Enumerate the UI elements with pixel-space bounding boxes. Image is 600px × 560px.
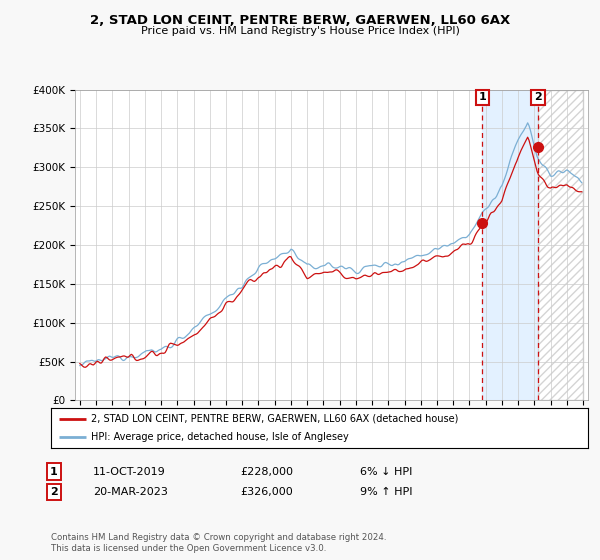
Bar — [482, 90, 538, 400]
Text: £326,000: £326,000 — [240, 487, 293, 497]
Text: 6% ↓ HPI: 6% ↓ HPI — [360, 466, 412, 477]
Bar — [538, 90, 583, 400]
Text: 9% ↑ HPI: 9% ↑ HPI — [360, 487, 413, 497]
Text: 20-MAR-2023: 20-MAR-2023 — [93, 487, 168, 497]
Text: 1: 1 — [50, 466, 58, 477]
Text: 11-OCT-2019: 11-OCT-2019 — [93, 466, 166, 477]
Text: £228,000: £228,000 — [240, 466, 293, 477]
Text: Price paid vs. HM Land Registry's House Price Index (HPI): Price paid vs. HM Land Registry's House … — [140, 26, 460, 36]
Text: 2, STAD LON CEINT, PENTRE BERW, GAERWEN, LL60 6AX: 2, STAD LON CEINT, PENTRE BERW, GAERWEN,… — [90, 14, 510, 27]
Text: 2, STAD LON CEINT, PENTRE BERW, GAERWEN, LL60 6AX (detached house): 2, STAD LON CEINT, PENTRE BERW, GAERWEN,… — [91, 414, 458, 423]
Text: 2: 2 — [534, 92, 542, 102]
Text: 2: 2 — [50, 487, 58, 497]
Text: HPI: Average price, detached house, Isle of Anglesey: HPI: Average price, detached house, Isle… — [91, 432, 349, 442]
Text: Contains HM Land Registry data © Crown copyright and database right 2024.
This d: Contains HM Land Registry data © Crown c… — [51, 533, 386, 553]
Text: 1: 1 — [478, 92, 486, 102]
Bar — [538, 90, 583, 400]
